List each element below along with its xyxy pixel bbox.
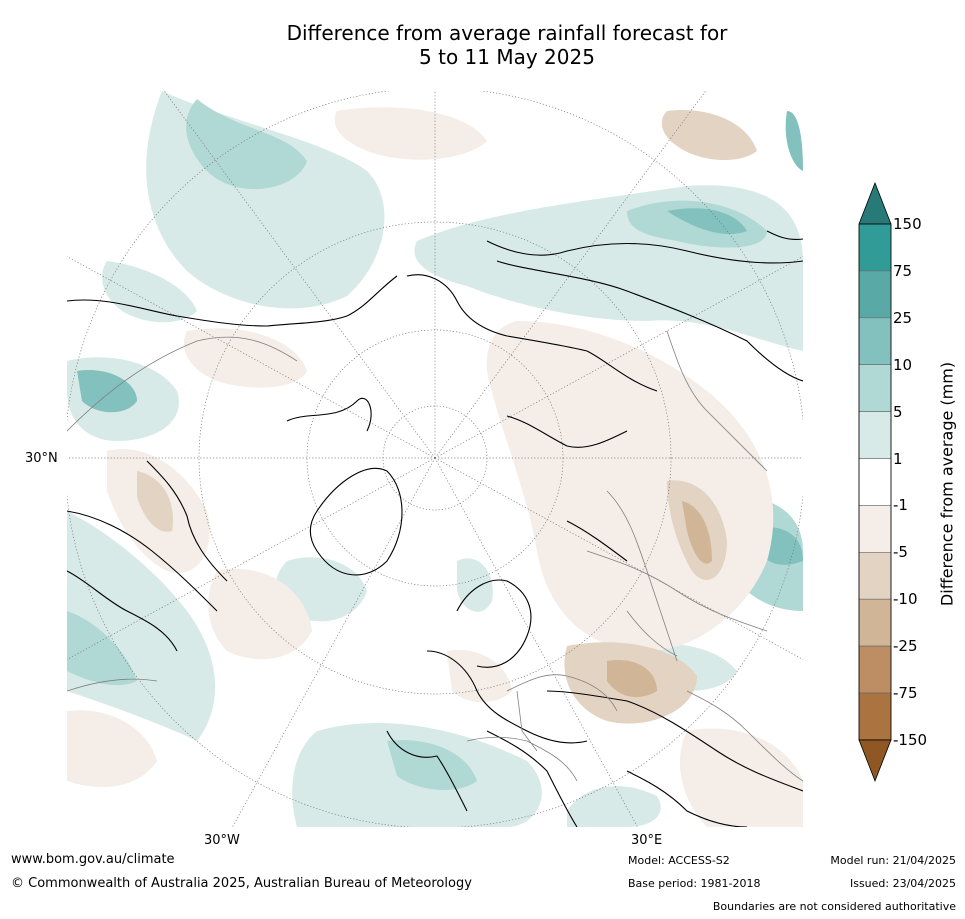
colorbar-bin	[858, 598, 892, 647]
anomaly-fields	[67, 91, 803, 827]
boundaries	[67, 330, 803, 782]
colorbar-bin	[858, 645, 892, 694]
footer-model-run: Model run: 21/04/2025	[830, 854, 956, 867]
colorbar-tick-label: 10	[893, 355, 913, 374]
coastlines	[67, 230, 803, 827]
colorbar-tick-label: -25	[893, 637, 918, 656]
colorbar	[858, 182, 892, 782]
title-line-1: Difference from average rainfall forecas…	[286, 21, 728, 45]
title-line-2: 5 to 11 May 2025	[419, 45, 595, 69]
rainfall-anomaly-map	[67, 91, 803, 827]
colorbar-tick-label: 25	[893, 308, 913, 327]
lon-label-30w: 30°W	[204, 833, 240, 848]
colorbar-tick-label: 75	[893, 261, 913, 280]
footer-url: www.bom.gov.au/climate	[11, 852, 175, 867]
colorbar-tick-label: -75	[893, 684, 918, 702]
colorbar-tick-label: -1	[893, 496, 908, 515]
colorbar-bin	[858, 411, 892, 459]
map-title: Difference from average rainfall forecas…	[0, 21, 965, 69]
colorbar-tick-label: 1	[893, 449, 903, 468]
footer-issued: Issued: 23/04/2025	[849, 877, 956, 890]
colorbar-bin	[858, 458, 892, 506]
colorbar-bin	[858, 551, 892, 600]
graticule	[67, 91, 803, 827]
colorbar-tick-label: 150	[893, 215, 922, 233]
colorbar-bin	[858, 270, 892, 319]
colorbar-frame	[858, 223, 892, 741]
lat-label-30n: 30°N	[25, 451, 58, 466]
colorbar-bin	[858, 317, 892, 366]
colorbar-bin	[858, 505, 892, 553]
colorbar-bin	[858, 364, 892, 412]
footer-base-period: Base period: 1981-2018	[628, 877, 761, 890]
footer-copyright: © Commonwealth of Australia 2025, Austra…	[11, 876, 472, 891]
footer-disclaimer: Boundaries are not considered authoritat…	[712, 900, 956, 913]
colorbar-tick-label: -150	[893, 730, 928, 749]
colorbar-extend-under	[858, 739, 892, 782]
colorbar-tick-label: 5	[893, 402, 903, 421]
colorbar-bin	[858, 692, 892, 741]
colorbar-title: Difference from average (mm)	[937, 361, 957, 607]
footer-model: Model: ACCESS-S2	[628, 854, 730, 867]
lon-label-30e: 30°E	[631, 833, 663, 848]
colorbar-bin	[858, 223, 892, 272]
colorbar-tick-label: -5	[893, 543, 908, 562]
colorbar-extend-over	[858, 182, 892, 225]
colorbar-tick-label: -10	[893, 590, 918, 609]
